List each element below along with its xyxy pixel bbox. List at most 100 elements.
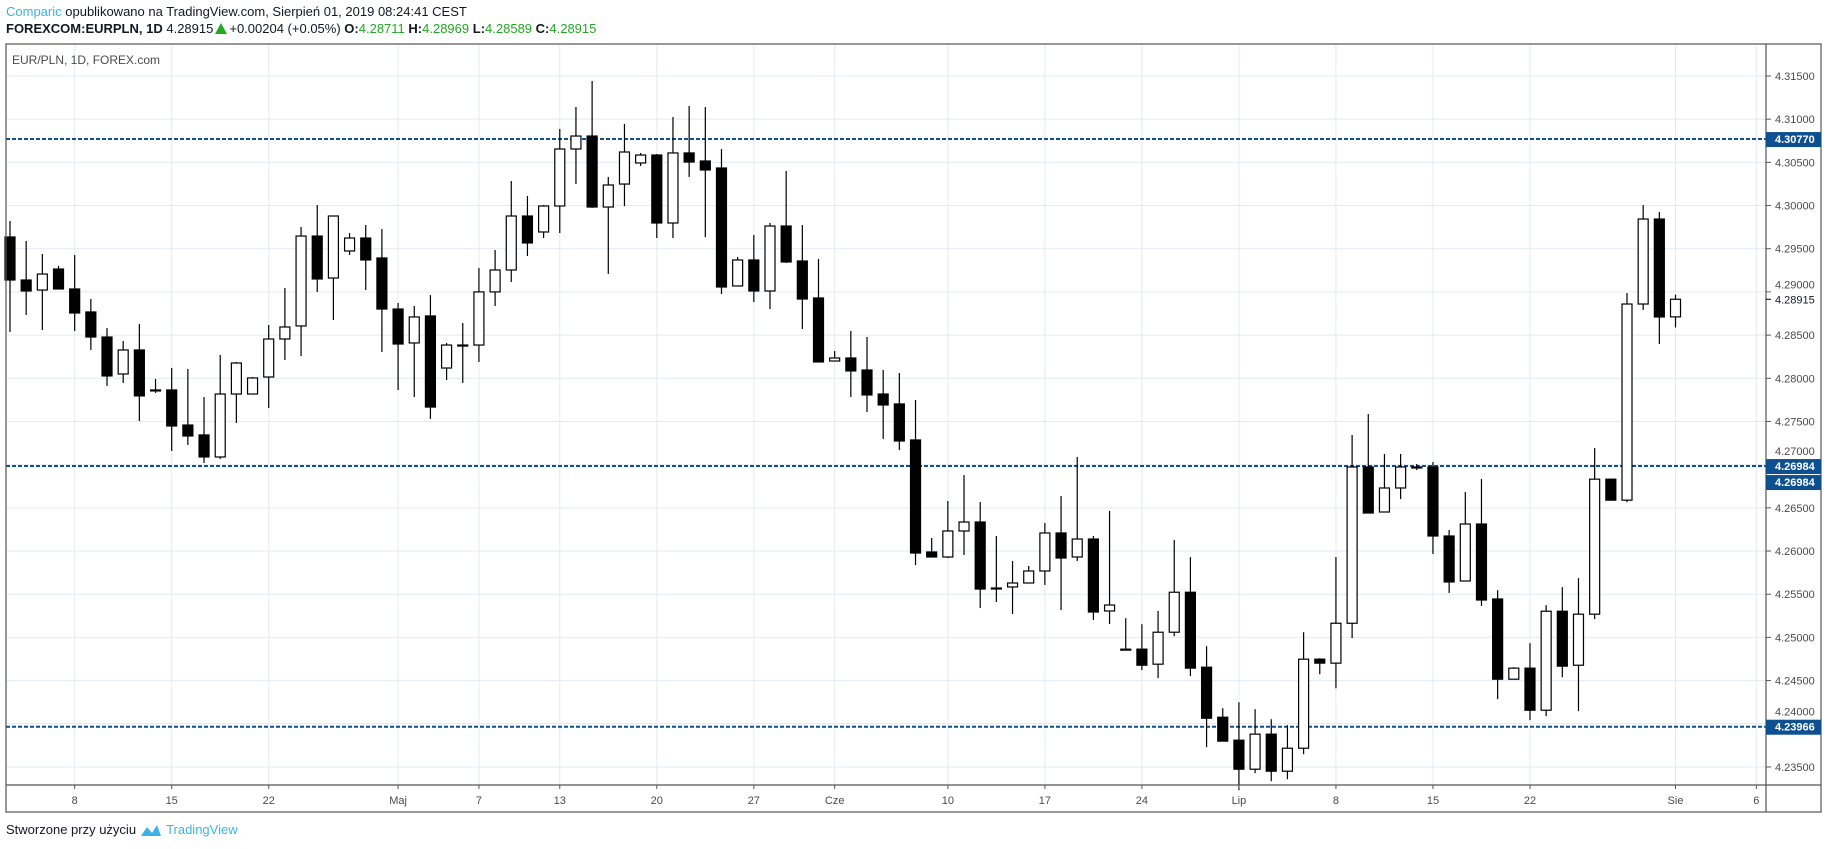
time-tick-label: 13 xyxy=(554,795,566,807)
candle-down xyxy=(683,105,695,177)
candle-body xyxy=(764,225,776,292)
candle-body xyxy=(1605,478,1617,501)
candle-body xyxy=(198,434,210,458)
candle-down xyxy=(893,373,905,450)
chart-legend: EUR/PLN, 1D, FOREX.com xyxy=(12,53,161,67)
candle-body xyxy=(246,377,259,395)
candle-down xyxy=(1427,461,1439,554)
candle-body xyxy=(1508,667,1520,680)
candle-body xyxy=(392,308,404,345)
candle-down xyxy=(1443,529,1455,594)
candle-up xyxy=(1071,456,1083,561)
candle-down xyxy=(1233,702,1245,791)
candle-down xyxy=(521,195,534,256)
candle-up xyxy=(1103,510,1116,625)
candle-body xyxy=(1006,582,1019,588)
candle-up xyxy=(246,376,259,395)
candle-body xyxy=(1427,466,1439,537)
candle-down xyxy=(1217,708,1229,742)
price-tick-label: 4.27000 xyxy=(1775,446,1815,458)
author-link[interactable]: Comparic xyxy=(6,4,62,19)
candle-up xyxy=(489,250,501,307)
level-price-label: 4.26984 xyxy=(1775,477,1816,489)
candle-body xyxy=(1281,747,1294,772)
candle-body xyxy=(360,237,372,261)
candle-body xyxy=(1637,218,1649,305)
candle-body xyxy=(376,257,388,310)
price-tick-label: 4.28500 xyxy=(1775,330,1815,342)
candle-body xyxy=(667,152,679,224)
time-tick-label: 22 xyxy=(263,795,275,807)
time-tick-label: 17 xyxy=(1039,795,1051,807)
publish-text: opublikowano na TradingView.com, Sierpie… xyxy=(65,4,467,19)
symbol-info: FOREXCOM:EURPLN, 1D 4.28915 +0.00204 (+0.… xyxy=(6,21,596,36)
candle-down xyxy=(1362,413,1374,514)
footer-text: Stworzone przy użyciu xyxy=(6,822,137,837)
candle-body xyxy=(1653,218,1665,318)
price-tick-label: 4.23500 xyxy=(1775,762,1815,774)
triangle-up-icon xyxy=(215,23,228,34)
candle-up xyxy=(1152,610,1164,679)
candle-body xyxy=(942,530,954,558)
candle-body xyxy=(69,288,81,314)
candle-down xyxy=(1475,479,1488,606)
level-price-badge xyxy=(1766,475,1821,491)
close-value: 4.28915 xyxy=(549,21,597,36)
candle-body xyxy=(699,160,711,171)
candle-up xyxy=(36,254,48,331)
tradingview-link[interactable]: TradingView xyxy=(166,822,238,837)
time-tick-label: Cze xyxy=(825,795,845,807)
candle-body xyxy=(1265,733,1277,772)
candle-body xyxy=(893,403,905,442)
candle-up xyxy=(1589,448,1601,620)
candle-up xyxy=(408,306,420,398)
candle-down xyxy=(796,224,808,329)
candle-up xyxy=(1572,578,1585,712)
candle-body xyxy=(1152,631,1164,665)
candle-up xyxy=(1039,522,1051,585)
candle-up xyxy=(279,288,291,360)
candle-body xyxy=(36,273,48,291)
candle-body xyxy=(909,439,922,554)
candle-body xyxy=(780,225,792,263)
time-tick-label: 24 xyxy=(1136,795,1148,807)
candle-body xyxy=(20,279,32,292)
candle-up xyxy=(554,129,566,234)
candle-body xyxy=(343,237,356,252)
candle-up xyxy=(764,223,776,310)
price-axis[interactable]: 4.31500 4.31000 4.30500 4.30000 4.29500 4.290… xyxy=(1766,71,1821,774)
candle-up xyxy=(1330,556,1342,689)
candle-body xyxy=(521,215,534,244)
candle-body xyxy=(990,587,1002,590)
candle-up xyxy=(1378,453,1391,513)
candle-down xyxy=(133,323,145,421)
candle-body xyxy=(1200,666,1213,719)
candle-up xyxy=(149,378,162,393)
candle-up xyxy=(1637,205,1649,310)
price-tick-label: 4.26000 xyxy=(1775,546,1815,558)
candle-body xyxy=(1362,466,1374,514)
candle-down xyxy=(1556,587,1568,678)
candle-body xyxy=(1589,478,1601,615)
candle-up xyxy=(327,215,339,320)
candle-body xyxy=(1475,523,1488,601)
candle-up xyxy=(732,256,744,287)
open-label: O: xyxy=(344,21,359,36)
price-tick-label: 4.29500 xyxy=(1775,244,1815,256)
open-value: 4.28711 xyxy=(358,21,405,36)
grid xyxy=(6,44,1766,785)
last-price: 4.28915 xyxy=(166,21,214,36)
candle-body xyxy=(1039,532,1051,572)
candle-down xyxy=(586,81,598,208)
candle-down xyxy=(699,107,711,238)
candle-down xyxy=(812,259,825,363)
candle-body xyxy=(926,551,938,558)
candle-up xyxy=(538,205,550,239)
time-axis[interactable]: 8 15 22 Maj 7 13 20 27 Cze 10 17 24 Lip 8 15 22 Sie 6 xyxy=(72,785,1760,807)
level-price-label: 4.30770 xyxy=(1775,134,1815,146)
candle-body xyxy=(166,389,178,427)
time-tick-label: Lip xyxy=(1232,795,1247,807)
candle-body xyxy=(602,184,614,208)
candle-body xyxy=(877,393,889,406)
